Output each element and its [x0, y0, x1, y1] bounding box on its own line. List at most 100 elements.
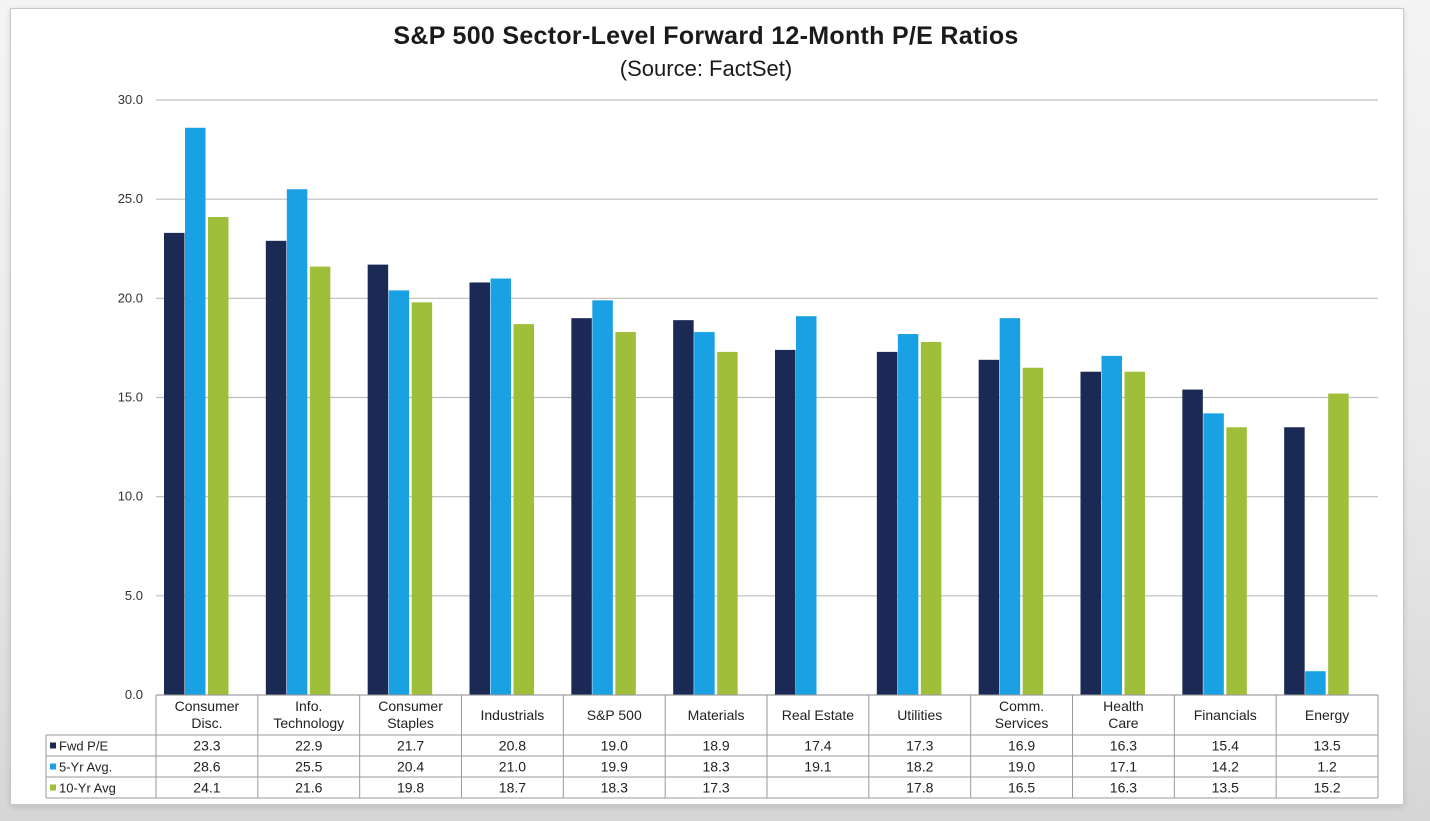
bar-fwd-pe — [367, 264, 389, 695]
data-label-5yr-avg: 25.5 — [295, 759, 322, 775]
legend-label: 10-Yr Avg — [59, 781, 116, 796]
data-label-5yr-avg: 28.6 — [193, 759, 220, 775]
chart-subtitle: (Source: FactSet) — [619, 56, 793, 81]
category-label: Materials — [688, 707, 745, 723]
y-tick-label: 10.0 — [118, 489, 143, 504]
data-label-fwd-pe: 16.9 — [1008, 738, 1035, 754]
data-label-10yr-avg: 17.3 — [702, 780, 729, 796]
data-label-5yr-avg: 19.0 — [1008, 759, 1035, 775]
data-label-fwd-pe: 23.3 — [193, 738, 220, 754]
y-tick-label: 30.0 — [118, 92, 143, 107]
bar-5yr-avg — [286, 189, 308, 695]
category-label: Health — [1103, 698, 1143, 714]
legend-key-10yr-avg — [50, 784, 56, 791]
data-label-5yr-avg: 19.1 — [804, 759, 831, 775]
data-label-5yr-avg: 20.4 — [397, 759, 424, 775]
data-label-fwd-pe: 18.9 — [702, 738, 729, 754]
data-label-fwd-pe: 15.4 — [1212, 738, 1239, 754]
legend-label: Fwd P/E — [59, 739, 108, 754]
category-label: Consumer — [175, 698, 240, 714]
data-label-5yr-avg: 18.3 — [702, 759, 729, 775]
bar-10yr-avg — [208, 217, 229, 695]
legend-label: 5-Yr Avg. — [59, 760, 112, 775]
bar-10yr-avg — [717, 351, 738, 695]
category-label: Industrials — [481, 707, 545, 723]
data-label-fwd-pe: 21.7 — [397, 738, 424, 754]
bar-fwd-pe — [978, 359, 1000, 695]
bar-5yr-avg — [592, 300, 613, 695]
data-label-10yr-avg: 18.7 — [499, 780, 526, 796]
bar-10yr-avg — [1124, 371, 1145, 695]
bar-10yr-avg — [615, 332, 636, 695]
category-label: Real Estate — [782, 707, 855, 723]
y-tick-label: 25.0 — [118, 191, 143, 206]
bar-10yr-avg — [1226, 427, 1247, 695]
data-label-5yr-avg: 21.0 — [499, 759, 526, 775]
category-label: Info. — [295, 698, 322, 714]
bar-fwd-pe — [1284, 427, 1305, 695]
legend-key-fwd-pe — [50, 742, 56, 749]
data-label-5yr-avg: 1.2 — [1317, 759, 1337, 775]
category-label: Staples — [387, 715, 434, 731]
bar-10yr-avg — [513, 324, 534, 695]
data-label-10yr-avg: 17.8 — [906, 780, 933, 796]
bar-5yr-avg — [1101, 355, 1122, 695]
bar-fwd-pe — [775, 349, 796, 695]
category-label: Financials — [1194, 707, 1257, 723]
category-label: S&P 500 — [587, 707, 642, 723]
bar-10yr-avg — [1022, 367, 1044, 695]
bar-fwd-pe — [571, 318, 592, 695]
bar-fwd-pe — [265, 240, 287, 696]
category-label: Disc. — [191, 715, 222, 731]
bar-5yr-avg — [897, 334, 919, 695]
data-label-fwd-pe: 13.5 — [1313, 738, 1340, 754]
category-label: Comm. — [999, 698, 1044, 714]
data-label-fwd-pe: 17.3 — [906, 738, 933, 754]
data-label-10yr-avg: 24.1 — [193, 780, 220, 796]
data-label-fwd-pe: 22.9 — [295, 738, 322, 754]
data-label-10yr-avg: 13.5 — [1212, 780, 1239, 796]
bar-5yr-avg — [388, 290, 410, 695]
data-label-fwd-pe: 17.4 — [804, 738, 831, 754]
data-label-10yr-avg: 18.3 — [601, 780, 628, 796]
bar-10yr-avg — [411, 302, 433, 695]
data-label-5yr-avg: 14.2 — [1212, 759, 1239, 775]
y-tick-label: 0.0 — [125, 687, 143, 702]
bar-10yr-avg — [1328, 393, 1349, 695]
data-label-10yr-avg: 21.6 — [295, 780, 322, 796]
bar-fwd-pe — [876, 351, 898, 695]
bar-10yr-avg — [920, 341, 942, 695]
bar-fwd-pe — [469, 282, 490, 695]
category-label: Utilities — [897, 707, 942, 723]
bar-10yr-avg — [309, 266, 331, 695]
data-label-fwd-pe: 20.8 — [499, 738, 526, 754]
data-label-fwd-pe: 19.0 — [601, 738, 628, 754]
bar-fwd-pe — [673, 320, 694, 695]
data-label-10yr-avg: 16.5 — [1008, 780, 1035, 796]
data-label-5yr-avg: 18.2 — [906, 759, 933, 775]
category-label: Energy — [1305, 707, 1349, 723]
data-label-fwd-pe: 16.3 — [1110, 738, 1137, 754]
data-label-10yr-avg: 16.3 — [1110, 780, 1137, 796]
bar-5yr-avg — [1305, 671, 1326, 695]
bar-fwd-pe — [1080, 371, 1101, 695]
data-label-5yr-avg: 19.9 — [601, 759, 628, 775]
bar-5yr-avg — [999, 318, 1021, 695]
y-tick-label: 5.0 — [125, 588, 143, 603]
category-label: Consumer — [378, 698, 443, 714]
bar-5yr-avg — [185, 127, 206, 696]
bar-fwd-pe — [1182, 389, 1203, 695]
bar-fwd-pe — [164, 232, 185, 695]
y-tick-label: 15.0 — [118, 390, 143, 405]
data-label-5yr-avg: 17.1 — [1110, 759, 1137, 775]
chart-title: S&P 500 Sector-Level Forward 12-Month P/… — [393, 22, 1019, 50]
data-label-10yr-avg: 19.8 — [397, 780, 424, 796]
bar-5yr-avg — [490, 278, 511, 695]
y-tick-label: 20.0 — [118, 290, 143, 305]
category-label: Technology — [273, 715, 344, 731]
legend-key-5yr-avg — [50, 763, 56, 770]
data-label-10yr-avg: 15.2 — [1313, 780, 1340, 796]
bar-5yr-avg — [694, 332, 715, 695]
category-label: Services — [995, 715, 1049, 731]
